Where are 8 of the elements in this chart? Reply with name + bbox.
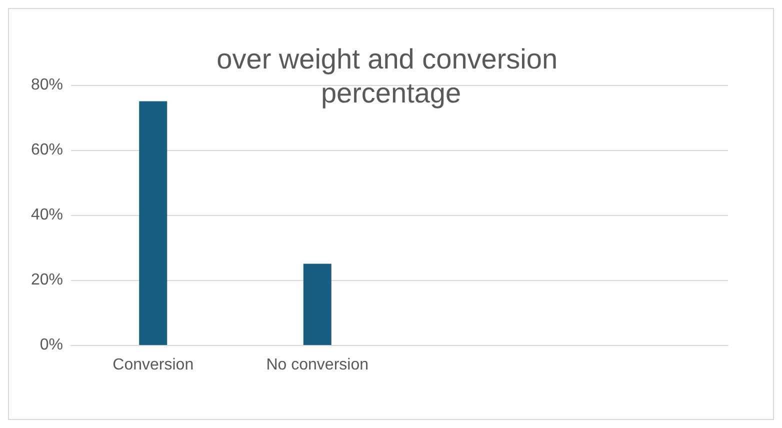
- chart-title: over weight and conversion percentage: [216, 44, 566, 108]
- y-tick-label: 60%: [30, 142, 63, 158]
- x-tick-label: No conversion: [266, 356, 369, 374]
- y-tick-label: 80%: [30, 76, 63, 94]
- y-tick-label: 0%: [40, 336, 63, 354]
- x-tick-label: Conversion: [112, 356, 194, 374]
- y-tick-label: 40%: [30, 206, 63, 224]
- y-tick-label: 20%: [30, 272, 63, 288]
